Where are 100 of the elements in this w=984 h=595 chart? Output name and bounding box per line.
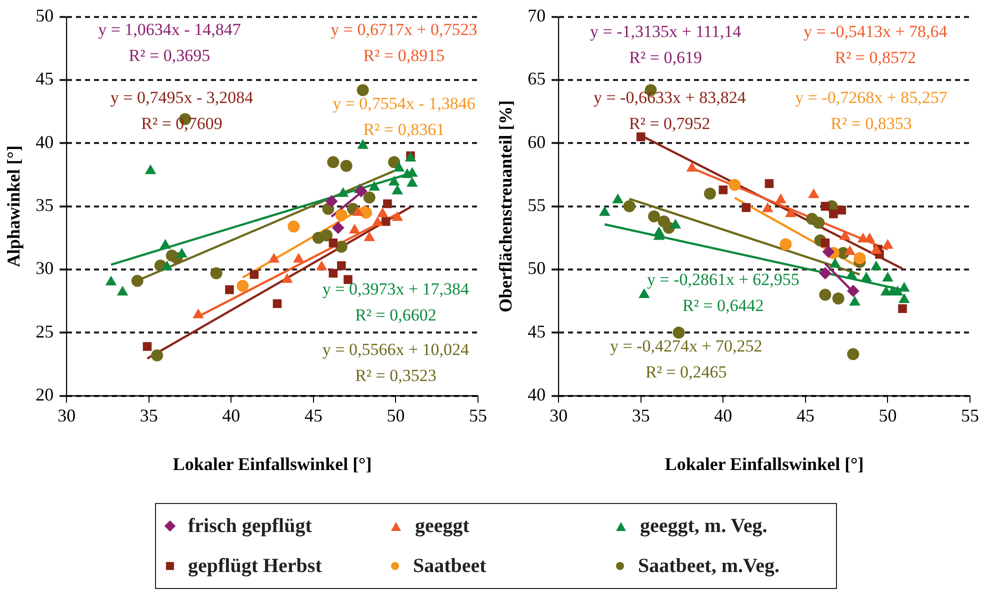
point xyxy=(850,296,860,306)
point xyxy=(837,206,846,214)
point xyxy=(847,284,860,297)
point xyxy=(344,275,352,284)
annotation: y = -0,2861x + 62,955 R² = 0,6442 xyxy=(646,270,800,316)
point xyxy=(406,178,418,187)
y-tick-label: 70 xyxy=(528,6,546,26)
y-tick-label: 20 xyxy=(36,384,54,405)
point xyxy=(272,299,282,308)
point xyxy=(250,270,259,279)
point xyxy=(870,244,882,254)
point xyxy=(117,286,128,296)
point xyxy=(742,203,751,212)
y-tick-label: 25 xyxy=(36,321,54,342)
point xyxy=(131,274,144,287)
point xyxy=(355,185,368,198)
point xyxy=(898,282,910,292)
point xyxy=(775,194,786,204)
legend-label: geeggt, m. Veg. xyxy=(640,514,768,538)
x-axis-title: Lokaler Einfallswinkel [°] xyxy=(172,454,372,474)
point xyxy=(812,216,825,229)
annotation: y = -0,7268x + 85,257 R² = 0,8353 xyxy=(795,88,948,134)
point xyxy=(844,246,856,256)
annotation: y = 0,6717x + 0,7523 R² = 0,8915 xyxy=(330,20,478,65)
point xyxy=(819,288,832,301)
point xyxy=(670,219,681,228)
point xyxy=(819,267,832,280)
point xyxy=(160,239,171,249)
point xyxy=(360,206,372,219)
point xyxy=(288,220,300,233)
annotation: y = 0,3973x + 17,384 R² = 0,6602 xyxy=(322,280,470,325)
point xyxy=(728,178,741,191)
point xyxy=(898,294,910,304)
point xyxy=(808,188,819,198)
y-tick-label: 55 xyxy=(528,195,546,216)
annotation: y = -0,4274x + 70,252 R² = 0,2465 xyxy=(610,336,762,382)
y-tick-label: 30 xyxy=(36,258,54,278)
point xyxy=(162,260,172,270)
x-tick-label: 55 xyxy=(469,405,487,426)
point xyxy=(820,238,830,248)
point xyxy=(326,195,338,208)
point xyxy=(898,304,907,314)
point xyxy=(145,164,156,174)
point xyxy=(358,140,368,149)
point xyxy=(704,188,716,200)
y-tick-label: 50 xyxy=(528,258,546,278)
point xyxy=(854,252,866,264)
point xyxy=(623,200,636,212)
point xyxy=(840,230,850,240)
point xyxy=(316,260,327,270)
legend-label: Saatbeet xyxy=(413,554,486,578)
point xyxy=(882,272,893,282)
point xyxy=(236,280,249,292)
point xyxy=(363,191,376,204)
y-tick-label: 65 xyxy=(528,68,546,89)
point xyxy=(654,226,664,236)
legend-label: Saatbeet, m.Veg. xyxy=(638,554,780,578)
x-tick-label: 35 xyxy=(140,405,158,426)
point xyxy=(335,240,348,253)
x-axis-title: Lokaler Einfallswinkel [°] xyxy=(664,454,864,474)
point xyxy=(337,261,346,270)
y-tick-label: 35 xyxy=(36,195,54,216)
point xyxy=(356,84,369,96)
x-tick-label: 35 xyxy=(632,405,650,426)
annotation: y = 0,7554x - 1,3846 R² = 0,8361 xyxy=(332,94,476,139)
x-tick-label: 30 xyxy=(58,405,76,426)
point xyxy=(320,229,333,242)
point xyxy=(388,156,400,168)
point xyxy=(176,248,188,258)
point xyxy=(870,260,882,270)
point xyxy=(381,217,390,226)
point xyxy=(830,258,840,268)
legend-label: gepflügt Herbst xyxy=(188,554,322,578)
point xyxy=(332,222,344,234)
point xyxy=(822,246,834,258)
point xyxy=(785,208,796,218)
point xyxy=(282,274,292,283)
annotation: y = -0,6633x + 83,824 R² = 0,7952 xyxy=(594,88,746,134)
x-tick-label: 40 xyxy=(222,405,240,426)
annotation: y = -1,3135x + 111,14 R² = 0,619 xyxy=(590,22,742,67)
point xyxy=(106,276,116,286)
point xyxy=(388,176,400,186)
y-tick-label: 40 xyxy=(36,132,54,152)
point xyxy=(612,194,624,204)
point xyxy=(847,348,860,360)
point xyxy=(268,253,280,263)
point xyxy=(392,212,403,221)
point xyxy=(383,199,392,208)
point xyxy=(846,270,857,280)
point xyxy=(327,156,340,168)
point xyxy=(636,132,646,142)
point xyxy=(686,162,698,172)
annotation: y = 0,7495x - 3,2084 R² = 0,7609 xyxy=(110,88,254,134)
point xyxy=(780,238,792,250)
point xyxy=(210,267,222,280)
y-axis-title: Alphawinkel [°] xyxy=(3,145,24,268)
y-tick-label: 45 xyxy=(36,68,54,89)
point xyxy=(192,308,204,318)
y-tick-label: 40 xyxy=(528,384,546,405)
point xyxy=(142,342,152,351)
